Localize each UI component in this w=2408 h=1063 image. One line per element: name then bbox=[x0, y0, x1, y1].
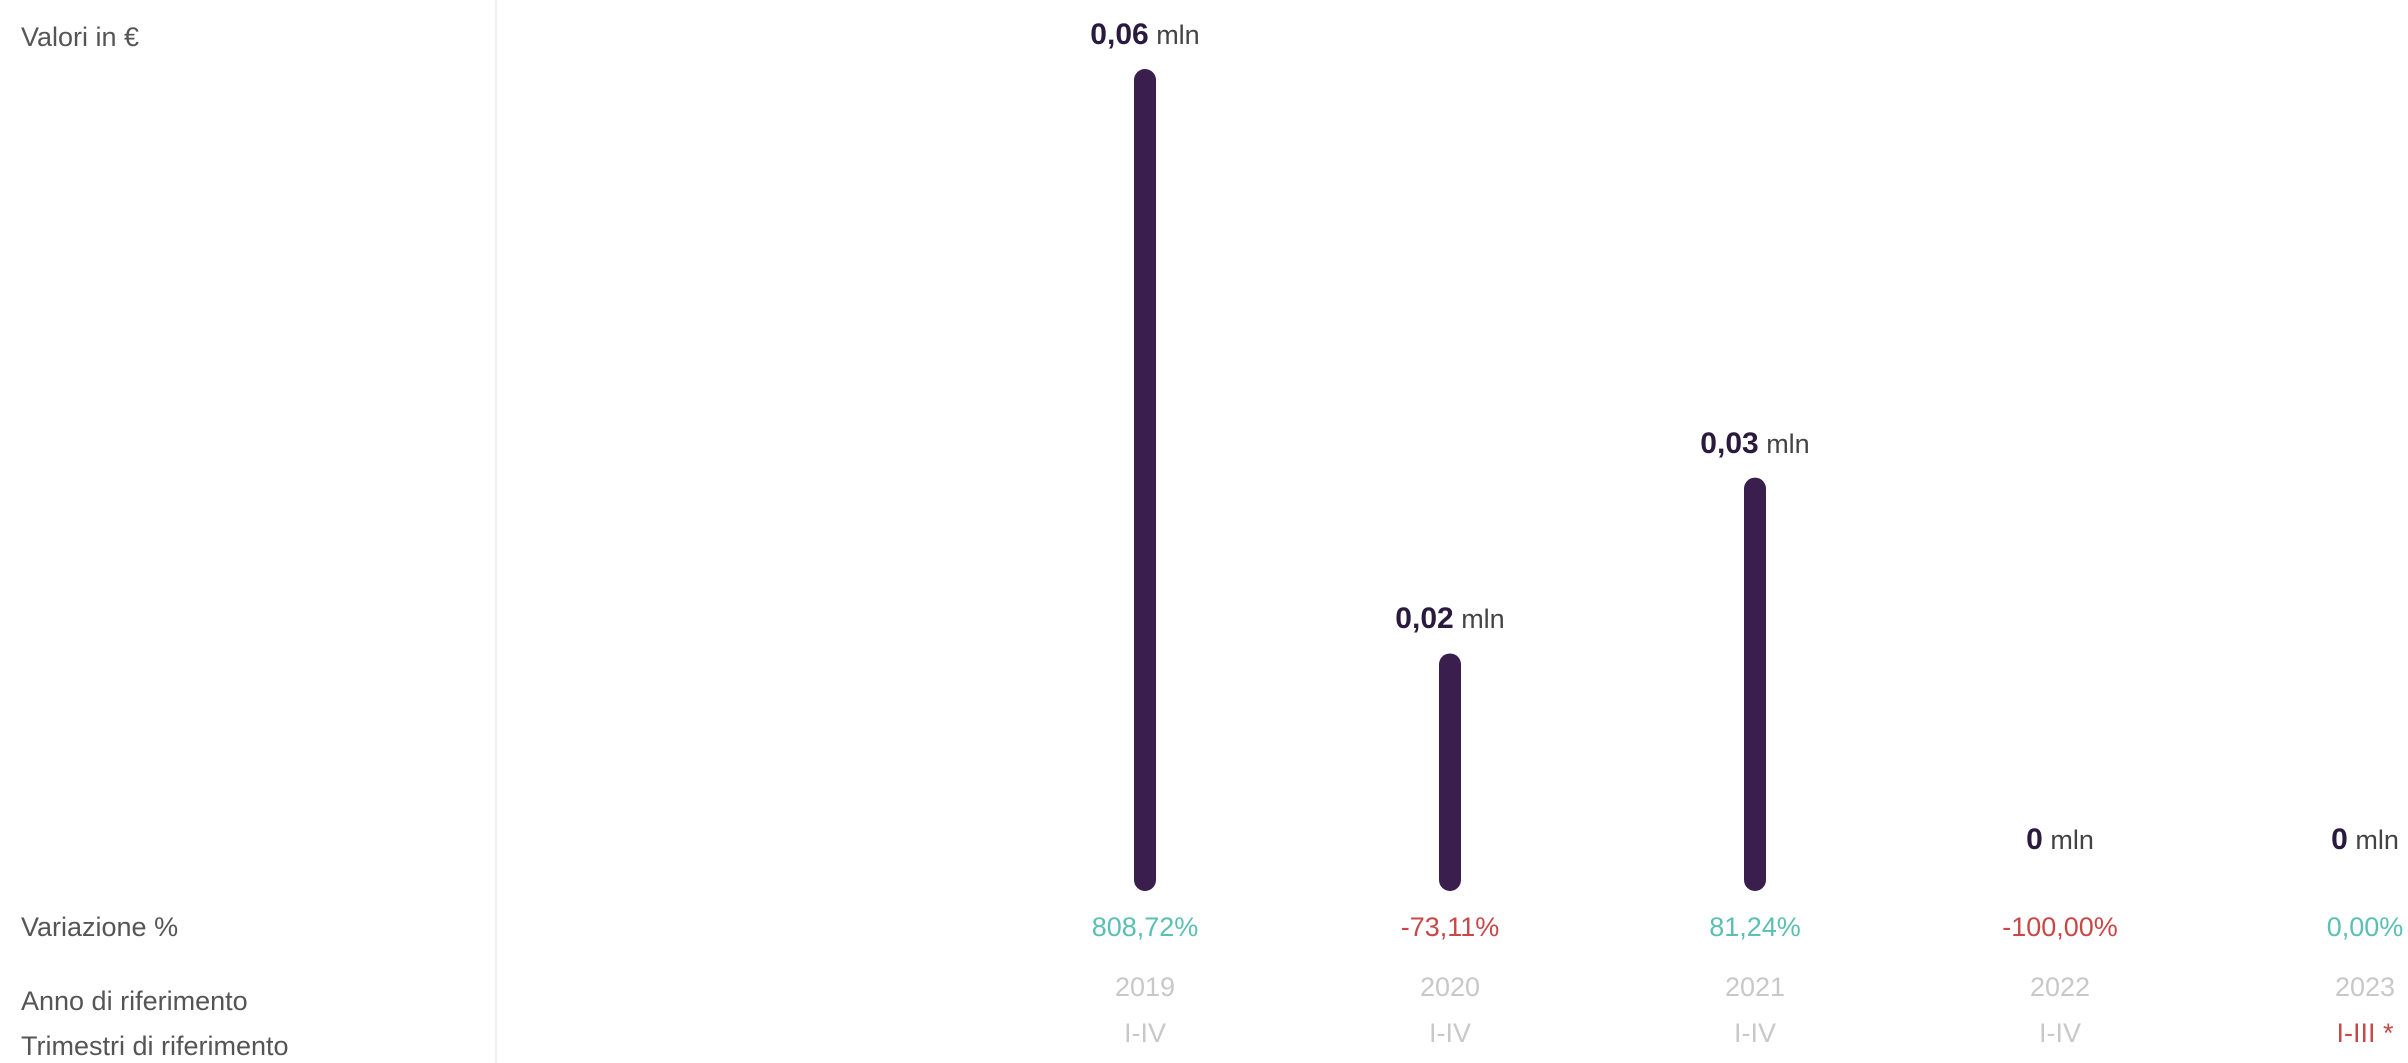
value-unit: mln bbox=[2042, 825, 2094, 855]
value-label-2019: 0,06 mln bbox=[1090, 18, 1199, 52]
value-unit: mln bbox=[1453, 604, 1505, 635]
year-2021: 2021 bbox=[1724, 972, 1786, 1002]
year-2019: 2019 bbox=[1114, 972, 1176, 1002]
value-number: 0,06 bbox=[1090, 18, 1149, 51]
value-label-2020: 0,02 mln bbox=[1395, 602, 1504, 636]
year-2023: 2023 bbox=[2334, 972, 2396, 1002]
value-unit: mln bbox=[1148, 20, 1200, 50]
value-number: 0,02 bbox=[1395, 602, 1454, 636]
value-label-2023: 0 mln bbox=[2331, 823, 2399, 857]
variation-label: Variazione % bbox=[21, 912, 179, 942]
quarter-2019: I-IV bbox=[1123, 1018, 1167, 1048]
variation-2022: -100,00% bbox=[2002, 912, 2118, 942]
value-unit: mln bbox=[2347, 825, 2399, 855]
value-number: 0 bbox=[2026, 823, 2043, 856]
left-label-panel: Valori in € Variazione % Anno di riferim… bbox=[0, 0, 497, 1063]
value-number: 0 bbox=[2331, 823, 2348, 856]
quarter-label: Trimestri di riferimento bbox=[21, 1031, 289, 1061]
year-label: Anno di riferimento bbox=[21, 986, 248, 1016]
quarter-2022: I-IV bbox=[2038, 1018, 2082, 1048]
quarter-2023: I-III * bbox=[2336, 1018, 2394, 1048]
variation-2020: -73,11% bbox=[1400, 912, 1500, 942]
variation-2019: 808,72% bbox=[1091, 912, 1199, 942]
values-unit-label: Valori in € bbox=[21, 22, 140, 52]
quarter-2021: I-IV bbox=[1733, 1018, 1777, 1048]
quarter-2020: I-IV bbox=[1428, 1018, 1472, 1048]
value-label-2021: 0,03 mln bbox=[1700, 427, 1809, 461]
value-number: 0,03 bbox=[1700, 426, 1759, 460]
year-2020: 2020 bbox=[1419, 972, 1481, 1002]
variation-2023: 0,00% bbox=[2326, 912, 2404, 942]
value-label-2022: 0 mln bbox=[2026, 823, 2094, 857]
variation-2021: 81,24% bbox=[1709, 912, 1801, 942]
year-2022: 2022 bbox=[2029, 972, 2091, 1002]
value-unit: mln bbox=[1758, 428, 1810, 459]
